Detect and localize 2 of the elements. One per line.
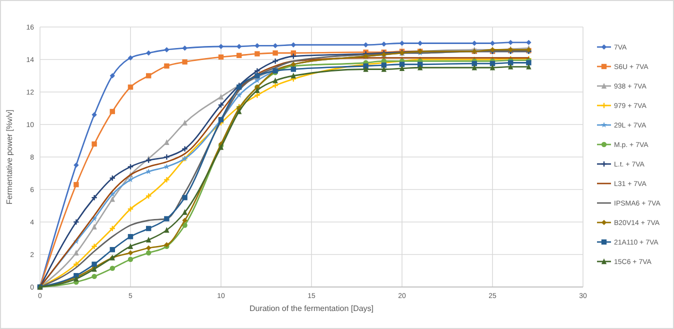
y-axis-title: Fermentative power [%v/v]: [5, 110, 14, 204]
x-axis-title: Duration of the fermentation [Days]: [249, 304, 374, 313]
